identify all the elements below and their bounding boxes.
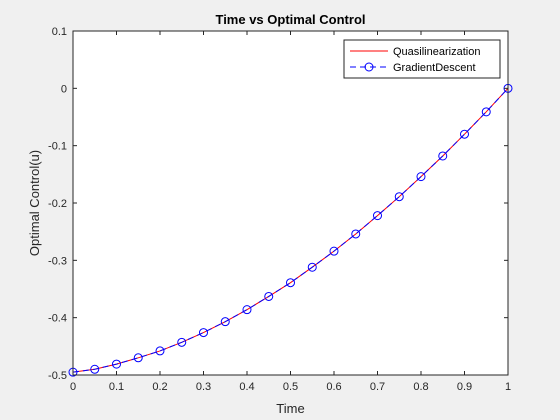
x-tick-label: 0.1: [109, 381, 124, 393]
y-tick-label: -0.4: [48, 313, 67, 325]
data-point: [416, 172, 426, 182]
legend-box: [343, 39, 501, 79]
y-axis-title: Optimal Control(u): [27, 150, 42, 256]
legend: Quasilinearization GradientDescent: [343, 39, 501, 79]
data-point: [481, 107, 491, 117]
data-point: [155, 346, 165, 356]
data-point: [394, 192, 404, 202]
y-tick-label: 0.1: [52, 26, 67, 38]
plot-area: [73, 31, 508, 375]
x-tick-label: 0.3: [196, 381, 211, 393]
x-tick-label: 1: [505, 381, 511, 393]
data-point: [177, 337, 187, 347]
legend-label: GradientDescent: [393, 62, 476, 74]
data-point: [460, 129, 469, 139]
y-tick-label: 0: [61, 83, 67, 95]
data-point: [438, 151, 448, 161]
data-point: [199, 328, 208, 338]
x-tick-label: 0.4: [239, 381, 254, 393]
x-tick-label: 0.9: [457, 381, 472, 393]
y-tick-label: -0.3: [48, 255, 67, 267]
data-point: [90, 364, 100, 374]
y-tick-label: -0.2: [48, 198, 67, 210]
ticks-layer: 0 0.1 0.2 0.3 0.4 0.5 0.6 0.7 0.8 0.9 1 -0.5 -0.4 -0.…: [48, 26, 511, 393]
legend-swatch-marker: [364, 62, 374, 72]
x-tick-label: 0: [70, 381, 76, 393]
x-tick-label: 0.5: [283, 381, 298, 393]
data-point: [264, 291, 274, 301]
y-tick-label: -0.5: [48, 370, 67, 382]
chart-title: Time vs Optimal Control: [215, 12, 365, 27]
legend-label: Quasilinearization: [393, 46, 480, 58]
data-point: [112, 359, 121, 369]
data-point: [220, 317, 230, 327]
series-line-gradientdescent: [72, 87, 509, 373]
x-tick-label: 0.6: [326, 381, 341, 393]
data-point: [351, 229, 361, 239]
data-point: [133, 353, 143, 363]
y-tick-label: -0.1: [48, 141, 67, 153]
series-layer: [68, 83, 513, 377]
data-point: [286, 278, 295, 288]
x-tick-label: 0.2: [152, 381, 167, 393]
x-axis-title: Time: [276, 401, 304, 416]
data-point: [329, 246, 339, 256]
data-point: [307, 262, 317, 272]
data-point: [242, 305, 252, 315]
data-point: [373, 211, 382, 221]
x-tick-label: 0.7: [370, 381, 385, 393]
x-tick-label: 0.8: [413, 381, 428, 393]
